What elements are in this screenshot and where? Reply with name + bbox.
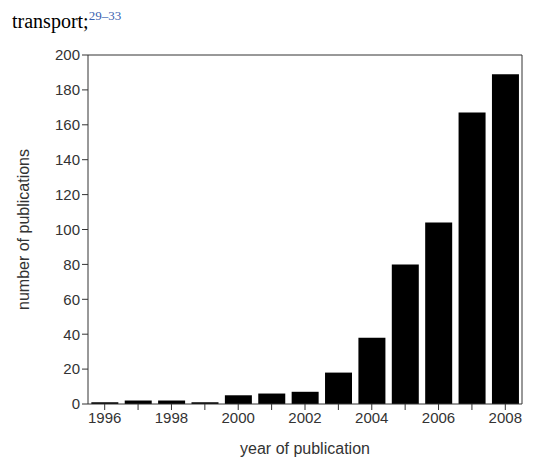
svg-text:1996: 1996: [88, 409, 121, 426]
svg-text:100: 100: [55, 221, 80, 238]
svg-text:2004: 2004: [355, 409, 388, 426]
svg-text:60: 60: [63, 291, 80, 308]
svg-text:1998: 1998: [155, 409, 188, 426]
svg-text:160: 160: [55, 116, 80, 133]
svg-text:80: 80: [63, 256, 80, 273]
svg-text:2006: 2006: [422, 409, 455, 426]
svg-text:20: 20: [63, 360, 80, 377]
html-text:transport;29–33: transport;29–33: [12, 8, 122, 32]
svg-text:140: 140: [55, 151, 80, 168]
svg-text:year of publication: year of publication: [240, 440, 370, 457]
svg-text:2008: 2008: [489, 409, 522, 426]
svg-text:180: 180: [55, 81, 80, 98]
svg-text:200: 200: [55, 46, 80, 63]
svg-text:120: 120: [55, 186, 80, 203]
svg-text:2002: 2002: [288, 409, 321, 426]
svg-text:number of publications: number of publications: [15, 149, 32, 310]
svg-text:0: 0: [72, 395, 80, 412]
svg-text:2000: 2000: [222, 409, 255, 426]
svg-text:40: 40: [63, 326, 80, 343]
